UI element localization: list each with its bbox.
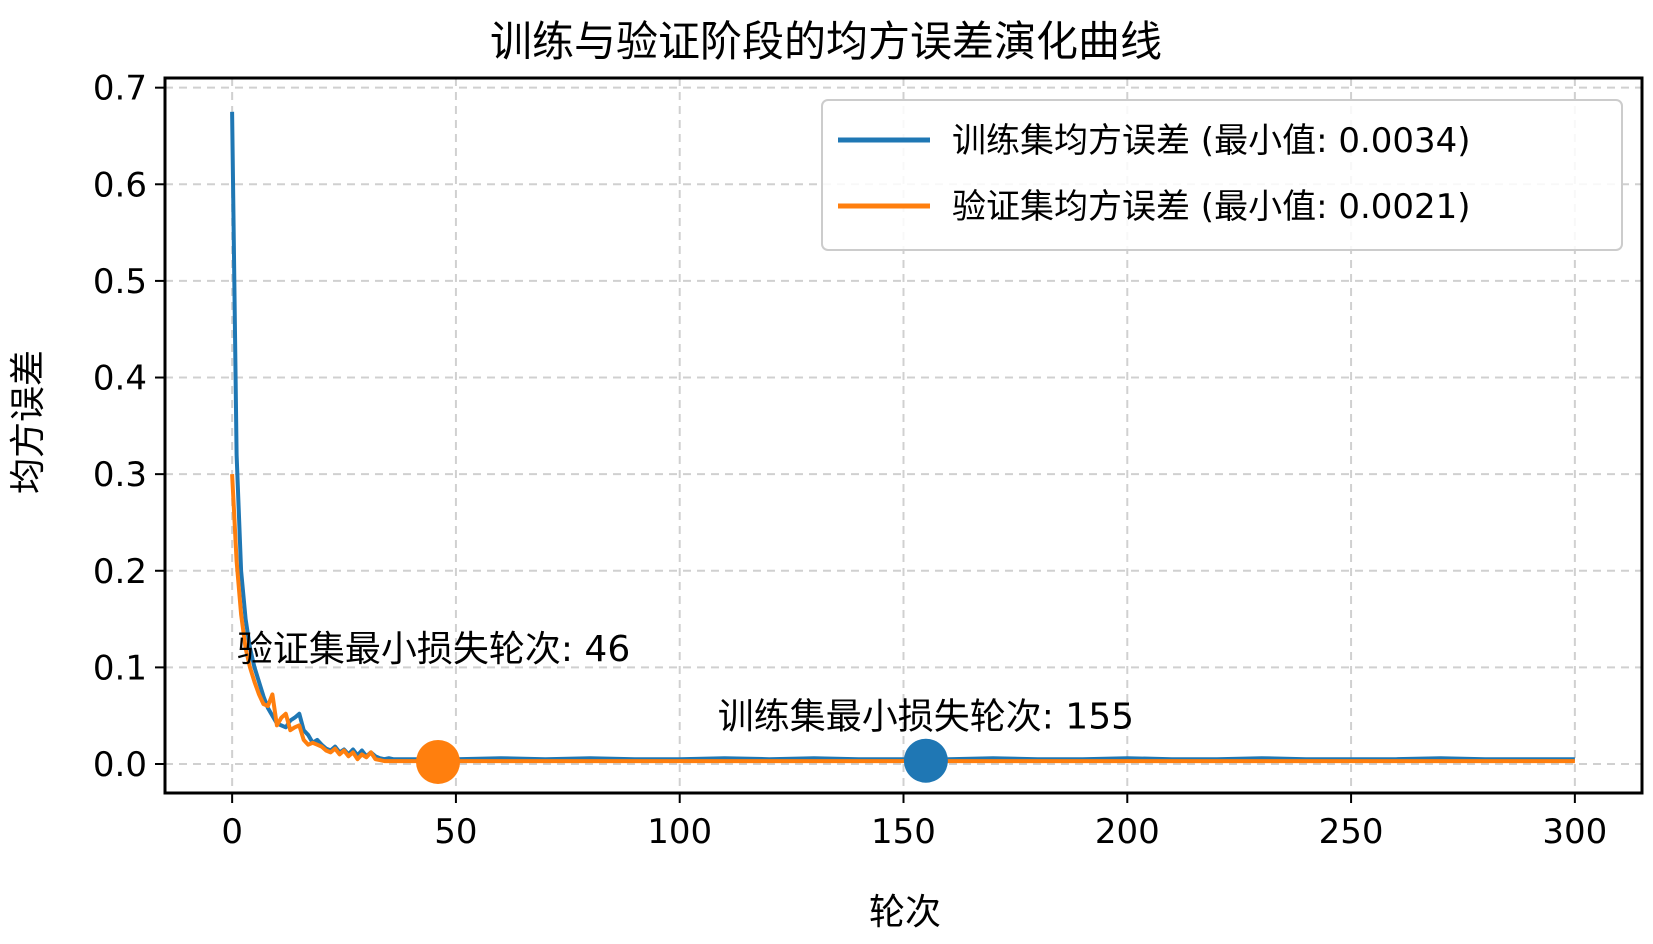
axes: 0 50 100 150 200 250 300 0.0 0.1 0.2 0.3 0.4 0.5 0.6 0… [93, 69, 1644, 852]
legend-label: 验证集均方误差 (最小值: 0.0021) [952, 187, 1471, 227]
y-tick-label: 0.5 [93, 262, 147, 302]
x-tick-label: 0 [221, 812, 243, 852]
x-tick-label: 300 [1542, 812, 1607, 852]
annotation-label: 验证集最小损失轮次: 46 [237, 629, 630, 670]
y-tick-label: 0.2 [93, 552, 147, 592]
x-tick-label: 150 [871, 812, 936, 852]
x-tick-label: 200 [1095, 812, 1160, 852]
x-tick-label: 50 [434, 812, 477, 852]
y-tick-label: 0.7 [93, 69, 147, 109]
legend: 训练集均方误差 (最小值: 0.0034) 验证集均方误差 (最小值: 0.002… [821, 99, 1623, 251]
y-tick-label: 0.4 [93, 359, 147, 399]
y-tick-label: 0.3 [93, 455, 147, 495]
chart-title: 训练与验证阶段的均方误差演化曲线 [490, 17, 1162, 66]
markers-group [416, 738, 948, 784]
y-tick-label: 0.1 [93, 648, 147, 688]
legend-box [821, 99, 1623, 251]
x-axis-title: 轮次 [869, 892, 941, 933]
series-line-validation [230, 473, 1575, 764]
annotations: 验证集最小损失轮次: 46 训练集最小损失轮次: 155 [237, 629, 1134, 738]
legend-label: 训练集均方误差 (最小值: 0.0034) [952, 121, 1471, 161]
y-tick-label: 0.6 [93, 165, 147, 205]
min-marker-validation [416, 739, 461, 784]
series-group [230, 111, 1575, 764]
y-axis-title: 均方误差 [8, 350, 49, 494]
y-tick-label: 0.0 [93, 745, 147, 785]
min-marker-train [903, 738, 948, 783]
x-tick-label: 250 [1319, 812, 1384, 852]
annotation-label: 训练集最小损失轮次: 155 [718, 697, 1134, 738]
x-tick-label: 100 [647, 812, 712, 852]
